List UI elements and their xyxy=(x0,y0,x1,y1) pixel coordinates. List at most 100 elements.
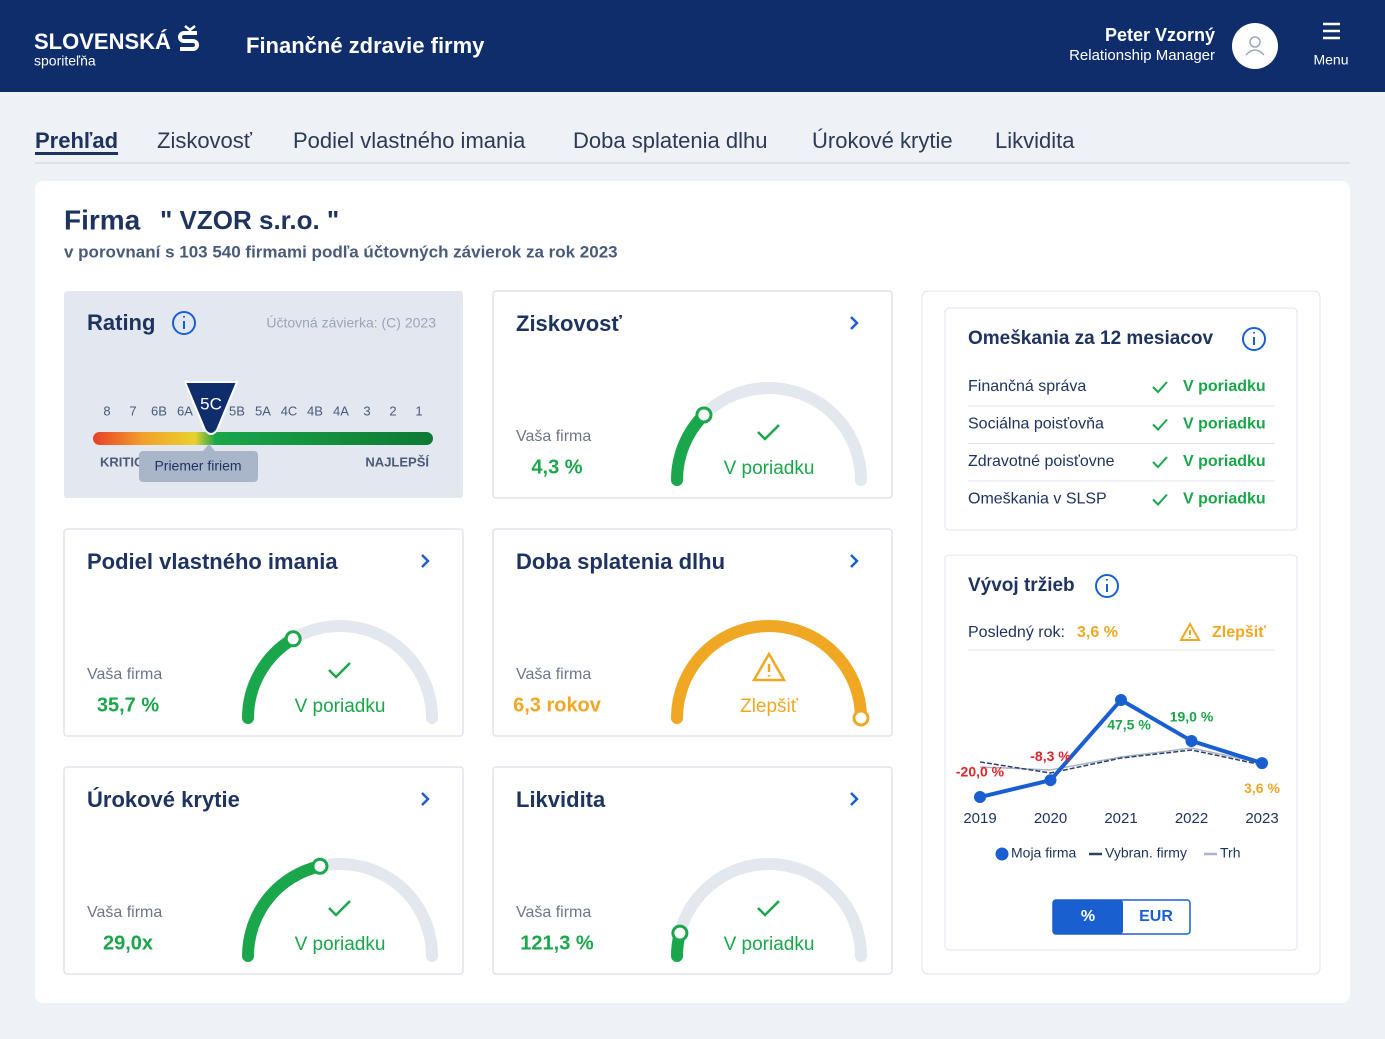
card-label: Vaša firma xyxy=(516,904,591,921)
card-label: Vaša firma xyxy=(87,666,162,683)
rating-scale-label: 4A xyxy=(333,403,349,418)
tab[interactable]: Ziskovosť xyxy=(157,128,253,153)
rating-scale-label: 2 xyxy=(389,403,396,418)
tab[interactable]: Podiel vlastného imania xyxy=(293,128,526,153)
logo-mark xyxy=(178,25,199,51)
gauge-marker xyxy=(284,630,302,648)
series-line xyxy=(979,749,1263,774)
toggle-option[interactable]: EUR xyxy=(1139,908,1173,925)
logo: SLOVENSKÁ xyxy=(34,29,171,54)
rating-scale-label: 1 xyxy=(415,403,422,418)
card-bg xyxy=(492,766,893,975)
value-label: -8,3 % xyxy=(1030,748,1071,764)
rating-marker xyxy=(183,381,239,435)
card-bg xyxy=(63,766,464,975)
last-year-value: 3,6 % xyxy=(1077,624,1118,641)
rating-scale-label: 5A xyxy=(255,403,271,418)
tab[interactable]: Likvidita xyxy=(995,128,1075,153)
legend-label: Moja firma xyxy=(1011,845,1077,861)
card-value: 35,7 % xyxy=(97,694,159,716)
rating-title: Rating xyxy=(87,310,155,335)
value-label: 3,6 % xyxy=(1244,780,1280,796)
metric-card[interactable]: Úrokové krytie Vaša firma 29,0x V poriadku xyxy=(63,766,464,975)
card-title: Podiel vlastného imania xyxy=(87,549,338,574)
metric-card[interactable]: Ziskovosť Vaša firma 4,3 % V poriadku xyxy=(492,290,893,499)
card-title: Úrokové krytie xyxy=(87,787,240,812)
menu-button[interactable]: Menu xyxy=(1313,22,1349,68)
app-title: Finančné zdravie firmy xyxy=(246,33,485,58)
company-subtitle: v porovnaní s 103 540 firmami podľa účto… xyxy=(64,242,618,261)
gauge-marker xyxy=(695,406,713,424)
card-status: V poriadku xyxy=(724,934,815,955)
info-icon[interactable] xyxy=(172,311,196,335)
gauge-track xyxy=(671,858,867,962)
card-value: 29,0x xyxy=(103,932,153,954)
card-value: 6,3 rokov xyxy=(513,694,602,716)
card-status: Zlepšiť xyxy=(740,696,799,717)
legend-label: Trh xyxy=(1220,845,1240,861)
tab[interactable]: Doba splatenia dlhu xyxy=(573,128,767,153)
info-icon[interactable] xyxy=(1095,574,1119,598)
card-bg xyxy=(492,528,893,737)
x-tick-label: 2020 xyxy=(1034,810,1067,827)
tab[interactable]: Úrokové krytie xyxy=(812,128,953,153)
check-icon xyxy=(757,424,780,441)
delay-status: V poriadku xyxy=(1183,378,1266,395)
gauge-fill xyxy=(242,632,300,724)
company-label: Firma xyxy=(64,204,141,235)
check-icon xyxy=(328,662,351,679)
warning-icon xyxy=(1179,621,1201,641)
rating-scale-label: 5B xyxy=(229,403,245,418)
value-label: 19,0 % xyxy=(1170,709,1214,725)
delays-title: Omeškania za 12 mesiacov xyxy=(968,328,1213,349)
x-tick-label: 2021 xyxy=(1104,810,1137,827)
metric-card[interactable]: Podiel vlastného imania Vaša firma 35,7 % V… xyxy=(63,528,464,737)
card-label: Vaša firma xyxy=(516,428,591,445)
rating-best: NAJLEPŠÍ xyxy=(365,454,429,469)
revenue-title: Vývoj tržieb xyxy=(968,575,1075,596)
rating-scale-label: 8 xyxy=(103,403,110,418)
series-point xyxy=(1256,757,1268,770)
series-point xyxy=(1044,774,1057,787)
revenue-status: Zlepšiť xyxy=(1212,624,1266,641)
chevron xyxy=(850,792,859,806)
delay-label: Finančná správa xyxy=(968,378,1086,395)
check-icon xyxy=(1152,493,1168,506)
average-badge xyxy=(139,451,258,482)
chevron xyxy=(850,554,859,568)
rating-scale-label: 4C xyxy=(281,403,298,418)
user-name: Peter Vzorný xyxy=(1105,25,1215,45)
value-label: -20,0 % xyxy=(956,764,1005,780)
rating-scale-label: 3 xyxy=(363,403,370,418)
metric-card[interactable]: Likvidita Vaša firma 121,3 % V poriadku xyxy=(492,766,893,975)
card-label: Vaša firma xyxy=(516,666,591,683)
chevron xyxy=(421,554,430,568)
average-label: Priemer firiem xyxy=(154,458,241,474)
delay-status: V poriadku xyxy=(1183,416,1266,433)
card-bg xyxy=(63,528,464,737)
user-role: Relationship Manager xyxy=(1069,47,1215,64)
metric-card[interactable]: Doba splatenia dlhu Vaša firma 6,3 rokov Zl… xyxy=(492,528,893,737)
gauge-marker xyxy=(671,924,689,942)
tab[interactable]: Prehľad xyxy=(35,128,118,153)
avatar[interactable] xyxy=(1232,23,1278,69)
delay-label: Zdravotné poisťovne xyxy=(968,453,1115,470)
menu-label[interactable]: Menu xyxy=(1313,52,1348,68)
delay-status: V poriadku xyxy=(1183,453,1266,470)
check-icon xyxy=(1152,418,1168,431)
info-icon[interactable] xyxy=(1242,327,1266,351)
card-title: Ziskovosť xyxy=(516,311,622,336)
card-title: Likvidita xyxy=(516,787,606,812)
toggle-option[interactable]: % xyxy=(1081,908,1095,925)
check-icon xyxy=(757,900,780,917)
chevron xyxy=(421,792,430,806)
x-tick-label: 2019 xyxy=(963,810,996,827)
gauge-fill xyxy=(671,620,867,724)
unit-toggle[interactable]: % EUR xyxy=(1052,899,1191,935)
x-tick-label: 2023 xyxy=(1245,810,1278,827)
warning-icon xyxy=(751,651,787,682)
header-bar xyxy=(0,0,1385,92)
tab-active-underline xyxy=(35,152,119,155)
series-point xyxy=(1115,693,1127,706)
